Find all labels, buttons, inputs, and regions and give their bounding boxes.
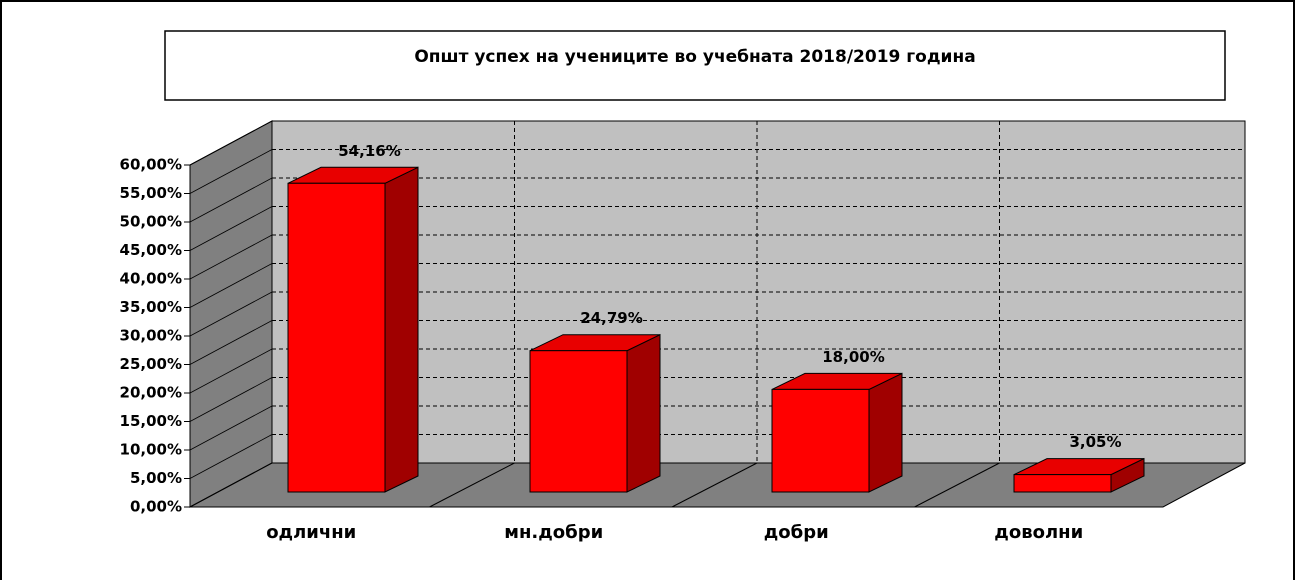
bar: [529, 350, 628, 493]
side-grid-line: [189, 377, 273, 422]
bar: [287, 182, 386, 493]
side-grid-line: [189, 462, 273, 508]
x-tick-label: добри: [764, 522, 829, 543]
side-grid-line: [189, 348, 273, 394]
bar-side: [626, 333, 661, 493]
y-tick-label: 55,00%: [120, 184, 182, 202]
bar-side: [384, 166, 419, 493]
bar-side: [868, 372, 903, 493]
y-tick-label: 35,00%: [120, 298, 182, 316]
x-tick-label: одлични: [266, 522, 356, 543]
side-grid-line: [189, 291, 273, 337]
y-tick-label: 20,00%: [120, 384, 182, 402]
bar: [771, 388, 870, 493]
y-tick-label: 30,00%: [120, 327, 182, 345]
y-tick-label: 50,00%: [120, 213, 182, 231]
y-tick-label: 60,00%: [120, 156, 182, 174]
side-grid-line: [189, 234, 273, 280]
y-tick-label: 45,00%: [120, 241, 182, 259]
side-grid-line: [189, 120, 273, 166]
y-tick-label: 5,00%: [130, 469, 182, 487]
side-grid-line: [189, 149, 273, 194]
data-label: 3,05%: [1069, 433, 1121, 451]
title-box: [164, 30, 1226, 101]
bar: [1013, 474, 1112, 493]
x-tick-label: мн.добри: [504, 522, 603, 543]
side-grid-line: [189, 263, 273, 308]
side-grid-line: [189, 177, 273, 223]
side-grid-line: [189, 206, 273, 251]
y-tick-label: 10,00%: [120, 441, 182, 459]
y-tick-label: 25,00%: [120, 355, 182, 373]
side-grid-line: [189, 434, 273, 479]
floor-divider: [671, 462, 758, 508]
floor-divider: [914, 462, 1000, 508]
data-label: 54,16%: [338, 142, 400, 160]
y-tick-label: 40,00%: [120, 270, 182, 288]
y-tick-label: 0,00%: [130, 498, 182, 516]
chart-title: Општ успех на учениците во учебната 2018…: [414, 47, 975, 67]
floor-divider: [429, 462, 515, 508]
side-grid-line: [189, 320, 273, 365]
y-tick-label: 15,00%: [120, 412, 182, 430]
data-label: 24,79%: [580, 309, 642, 327]
data-label: 18,00%: [822, 348, 884, 366]
side-grid-line: [189, 405, 273, 451]
x-tick-label: доволни: [994, 522, 1083, 543]
